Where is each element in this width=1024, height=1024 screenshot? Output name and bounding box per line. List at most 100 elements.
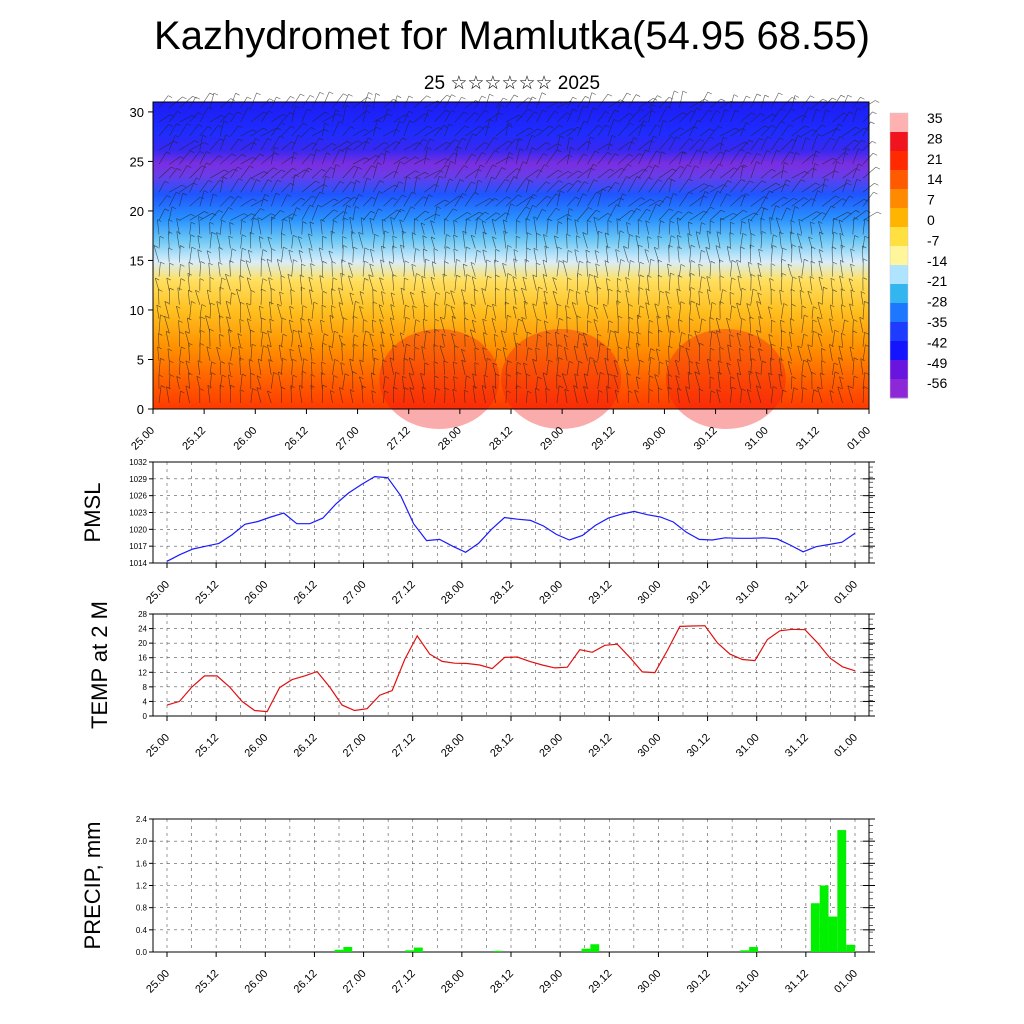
x-tick-label: 01.00 [832, 968, 860, 996]
wind-barb-flag [404, 260, 410, 263]
wind-barb [689, 165, 696, 179]
wind-barb [156, 305, 160, 319]
wind-barb [587, 191, 597, 207]
x-tick-label: 25.00 [144, 732, 172, 760]
wind-barb [658, 208, 670, 221]
wind-barb-flag [325, 111, 330, 115]
wind-barb-flag [687, 233, 692, 236]
wind-barb [492, 363, 496, 375]
wind-barb [197, 360, 201, 375]
wind-barb-flag [709, 136, 714, 140]
wind-barb-flag [513, 94, 519, 98]
wind-barb-flag [704, 191, 710, 194]
colorbar-label: 14 [927, 171, 943, 187]
wind-barb [230, 93, 236, 109]
wind-barb-flag [778, 92, 783, 96]
wind-barb [801, 182, 816, 193]
wind-barb-flag [228, 329, 233, 332]
y-tick-label: 0 [143, 712, 148, 721]
wind-barb [617, 209, 632, 221]
wind-barb-flag [195, 177, 201, 181]
wind-barb [862, 344, 866, 361]
wind-barb [157, 219, 160, 235]
wind-barb [237, 333, 241, 347]
wind-barb [452, 389, 456, 404]
wind-barb-flag [626, 373, 631, 376]
wind-barb-flag [463, 263, 468, 267]
wind-barb [699, 276, 702, 291]
wind-barb [461, 349, 466, 361]
wind-barb-flag [168, 95, 173, 98]
wind-barb-flag [817, 386, 822, 390]
wind-barb-flag [176, 376, 181, 379]
wind-barb [577, 333, 580, 347]
wind-barb-flag [259, 236, 264, 239]
wind-barb-flag [577, 170, 583, 174]
wind-barb [566, 126, 578, 137]
wind-barb [597, 390, 599, 404]
wind-barb-flag [482, 231, 488, 235]
y-tick-label: 8 [143, 683, 148, 692]
wind-barb-flag [519, 148, 524, 151]
wind-barb-flag [508, 152, 514, 155]
wind-barb [206, 346, 211, 361]
wind-barb-flag [689, 138, 694, 141]
wind-barb-flag [380, 344, 385, 347]
wind-barb-flag [232, 346, 237, 350]
wind-barb [153, 245, 160, 263]
colorbar-label: 35 [927, 110, 943, 126]
wind-barb [811, 109, 817, 123]
wind-barb-flag [797, 135, 802, 138]
wind-barb-flag [324, 122, 329, 126]
wind-barb-flag [332, 277, 338, 281]
wind-barb [781, 108, 792, 123]
wind-barb [658, 168, 673, 179]
wind-barb-flag [814, 163, 819, 166]
wind-barb-flag [787, 361, 793, 364]
wind-barb-flag [718, 360, 723, 364]
wind-barb-flag [348, 275, 353, 279]
wind-barb [260, 278, 264, 291]
wind-barb [403, 170, 416, 179]
wind-barb [849, 303, 854, 319]
wind-barb-flag [446, 94, 451, 98]
wind-barb-flag [408, 110, 413, 114]
wind-barb-flag [513, 176, 518, 179]
wind-barb [493, 334, 496, 347]
wind-barb-flag [176, 168, 182, 171]
wind-barb-flag [399, 219, 404, 223]
wind-barb [240, 165, 250, 179]
wind-barb [230, 347, 233, 361]
wind-barb [189, 165, 203, 179]
wind-barb [342, 126, 351, 137]
wind-barb-flag [372, 348, 377, 352]
wind-barb-flag [791, 244, 797, 247]
wind-barb-flag [507, 273, 512, 276]
wind-barb-flag [533, 248, 539, 251]
wind-barb [431, 261, 435, 277]
x-tick-label: 01.00 [832, 732, 860, 760]
wind-barb [342, 94, 349, 109]
wind-barb [189, 151, 201, 165]
wind-barb [158, 358, 161, 375]
wind-barb [158, 385, 162, 404]
wind-barb [349, 292, 354, 305]
wind-barb-flag [678, 319, 683, 322]
wind-barb-flag [823, 286, 828, 290]
wind-barb [485, 212, 497, 221]
wind-barb [830, 304, 833, 319]
wind-barb-flag [204, 211, 209, 214]
wind-barb-flag [501, 167, 506, 170]
wind-barb [482, 249, 486, 263]
wind-barb [715, 317, 721, 333]
wind-barb-flag [446, 303, 451, 307]
wind-barb [625, 277, 629, 291]
wind-barb [495, 179, 506, 193]
wind-barb [454, 165, 465, 179]
wind-barb-flag [781, 273, 787, 276]
wind-barb [463, 301, 466, 319]
wind-barb [189, 234, 191, 249]
wind-barb [552, 277, 558, 291]
x-tick-label: 26.00 [231, 425, 259, 453]
wind-barb-flag [646, 208, 651, 212]
